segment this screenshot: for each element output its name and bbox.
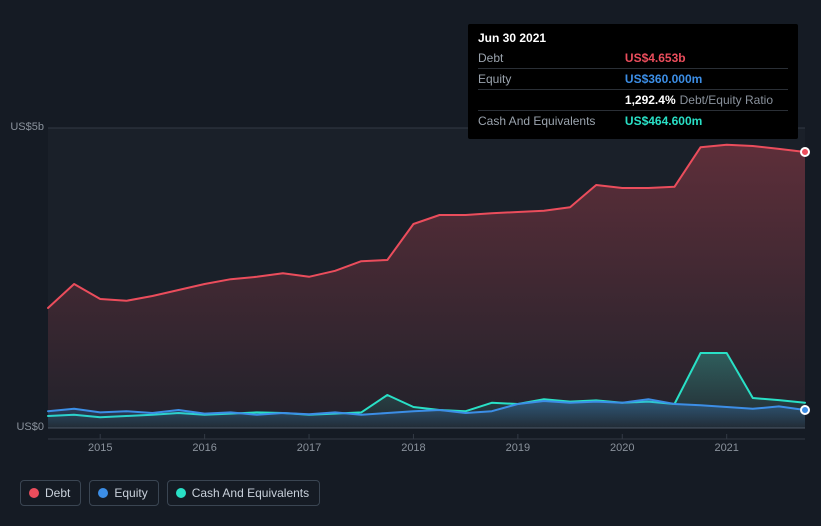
tooltip-row-value: US$464.600m (625, 111, 788, 132)
legend-label: Cash And Equivalents (192, 486, 309, 500)
tooltip-row: Cash And EquivalentsUS$464.600m (478, 111, 788, 132)
legend-item-debt[interactable]: Debt (20, 480, 81, 506)
legend-swatch (98, 488, 108, 498)
tooltip-row-label: Cash And Equivalents (478, 111, 625, 132)
tooltip-row-label: Equity (478, 69, 625, 90)
y-tick-label: US$0 (16, 421, 44, 433)
x-tick-label: 2015 (88, 442, 112, 454)
x-tick-label: 2021 (714, 442, 738, 454)
tooltip-row-label (478, 90, 625, 111)
legend-label: Equity (114, 486, 147, 500)
tooltip-row: 1,292.4%Debt/Equity Ratio (478, 90, 788, 111)
tooltip-row-label: Debt (478, 48, 625, 69)
y-tick-label: US$5b (10, 121, 44, 133)
chart-legend: Debt Equity Cash And Equivalents (20, 480, 320, 506)
debt-endpoint-marker (800, 147, 810, 157)
chart-tooltip: Jun 30 2021 DebtUS$4.653bEquityUS$360.00… (468, 24, 798, 139)
legend-label: Debt (45, 486, 70, 500)
x-tick-label: 2020 (610, 442, 634, 454)
tooltip-row-value: US$360.000m (625, 69, 788, 90)
x-tick-label: 2016 (192, 442, 216, 454)
equity-endpoint-marker (800, 405, 810, 415)
tooltip-row-value: 1,292.4%Debt/Equity Ratio (625, 90, 788, 111)
tooltip-date: Jun 30 2021 (478, 30, 788, 48)
x-tick-label: 2018 (401, 442, 425, 454)
tooltip-row: EquityUS$360.000m (478, 69, 788, 90)
legend-item-equity[interactable]: Equity (89, 480, 158, 506)
debt-equity-chart: Jun 30 2021 DebtUS$4.653bEquityUS$360.00… (0, 0, 821, 526)
tooltip-row: DebtUS$4.653b (478, 48, 788, 69)
legend-swatch (176, 488, 186, 498)
legend-item-cash-and-equivalents[interactable]: Cash And Equivalents (167, 480, 320, 506)
x-tick-label: 2017 (297, 442, 321, 454)
legend-swatch (29, 488, 39, 498)
tooltip-row-value: US$4.653b (625, 48, 788, 69)
tooltip-table: DebtUS$4.653bEquityUS$360.000m1,292.4%De… (478, 48, 788, 131)
x-tick-label: 2019 (506, 442, 530, 454)
